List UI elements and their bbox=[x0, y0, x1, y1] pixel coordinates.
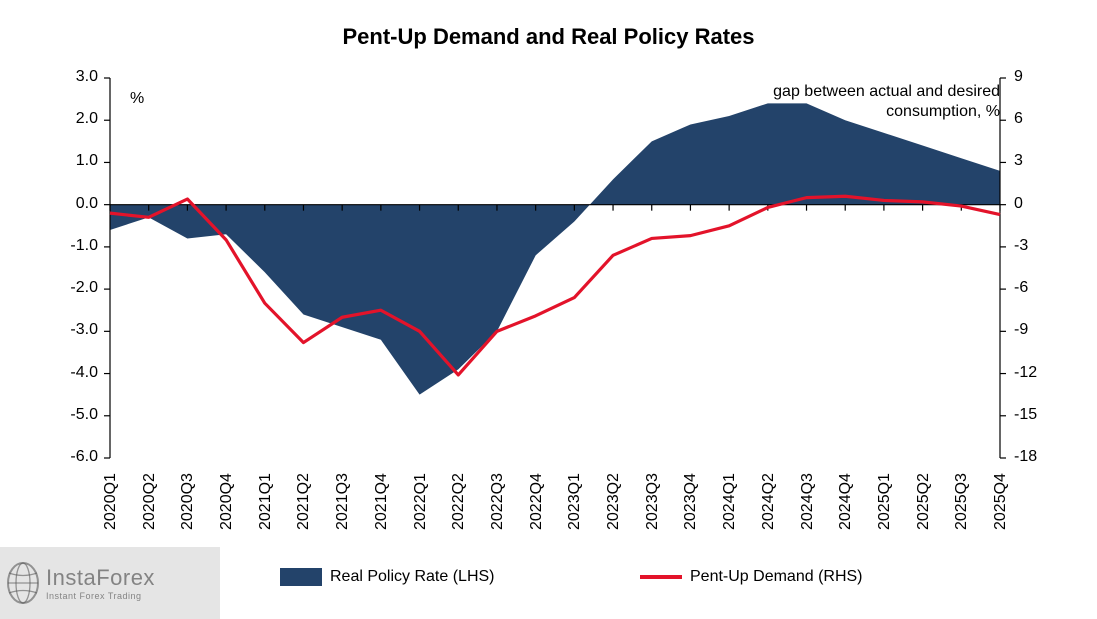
y-right-tick: 9 bbox=[1014, 68, 1023, 86]
y-right-tick: 0 bbox=[1014, 195, 1023, 213]
y-right-tick: -3 bbox=[1014, 237, 1028, 255]
y-right-tick: -18 bbox=[1014, 448, 1037, 466]
y-left-tick: 0.0 bbox=[76, 195, 98, 213]
watermark: InstaForex Instant Forex Trading bbox=[0, 547, 220, 619]
x-tick: 2023Q4 bbox=[682, 473, 700, 530]
y-left-tick: -5.0 bbox=[70, 406, 98, 424]
y-left-tick: 1.0 bbox=[76, 152, 98, 170]
legend-label-area: Real Policy Rate (LHS) bbox=[330, 568, 495, 586]
legend-item-line: Pent-Up Demand (RHS) bbox=[640, 568, 863, 586]
y-right-tick: -12 bbox=[1014, 364, 1037, 382]
legend-swatch-area bbox=[280, 568, 322, 586]
x-tick: 2025Q4 bbox=[992, 473, 1010, 530]
x-tick: 2025Q2 bbox=[915, 473, 933, 530]
chart-plot bbox=[110, 78, 1000, 458]
y-left-tick: -1.0 bbox=[70, 237, 98, 255]
y-right-tick: 3 bbox=[1014, 152, 1023, 170]
x-tick: 2022Q2 bbox=[450, 473, 468, 530]
x-tick: 2024Q1 bbox=[721, 473, 739, 530]
y-right-tick: -6 bbox=[1014, 279, 1028, 297]
x-tick: 2024Q4 bbox=[837, 473, 855, 530]
x-tick: 2021Q4 bbox=[373, 473, 391, 530]
x-tick: 2024Q3 bbox=[799, 473, 817, 530]
x-tick: 2025Q3 bbox=[953, 473, 971, 530]
x-tick: 2020Q2 bbox=[141, 473, 159, 530]
x-tick: 2023Q2 bbox=[605, 473, 623, 530]
watermark-title: InstaForex bbox=[46, 565, 220, 591]
x-tick: 2021Q3 bbox=[334, 473, 352, 530]
y-left-tick: -2.0 bbox=[70, 279, 98, 297]
y-right-tick: -9 bbox=[1014, 321, 1028, 339]
chart-title: Pent-Up Demand and Real Policy Rates bbox=[0, 24, 1097, 50]
legend-item-area: Real Policy Rate (LHS) bbox=[280, 568, 495, 586]
x-tick: 2022Q3 bbox=[489, 473, 507, 530]
y-right-tick: 6 bbox=[1014, 110, 1023, 128]
y-left-tick: -4.0 bbox=[70, 364, 98, 382]
x-tick: 2022Q4 bbox=[528, 473, 546, 530]
x-tick: 2020Q1 bbox=[102, 473, 120, 530]
legend-swatch-line bbox=[640, 575, 682, 579]
x-tick: 2022Q1 bbox=[412, 473, 430, 530]
legend-label-line: Pent-Up Demand (RHS) bbox=[690, 568, 863, 586]
x-tick: 2021Q1 bbox=[257, 473, 275, 530]
y-left-tick: -6.0 bbox=[70, 448, 98, 466]
y-left-tick: 3.0 bbox=[76, 68, 98, 86]
y-left-tick: 2.0 bbox=[76, 110, 98, 128]
x-tick: 2020Q3 bbox=[179, 473, 197, 530]
x-tick: 2023Q3 bbox=[644, 473, 662, 530]
y-left-tick: -3.0 bbox=[70, 321, 98, 339]
x-tick: 2025Q1 bbox=[876, 473, 894, 530]
globe-icon bbox=[6, 561, 40, 605]
x-tick: 2021Q2 bbox=[295, 473, 313, 530]
x-tick: 2020Q4 bbox=[218, 473, 236, 530]
x-tick: 2024Q2 bbox=[760, 473, 778, 530]
x-tick: 2023Q1 bbox=[566, 473, 584, 530]
y-right-tick: -15 bbox=[1014, 406, 1037, 424]
watermark-subtitle: Instant Forex Trading bbox=[46, 591, 220, 601]
